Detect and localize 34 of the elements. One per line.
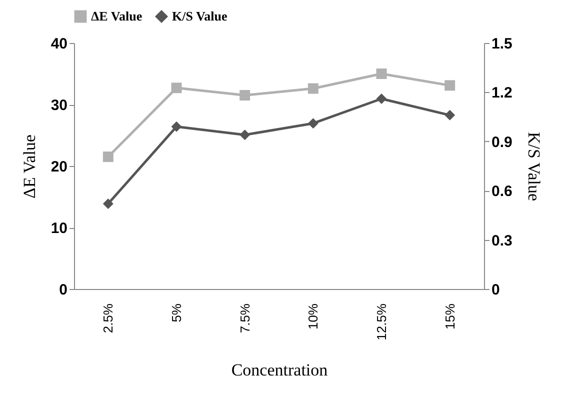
y-tick-label: 30 — [50, 97, 68, 114]
y-tick-label: 20 — [50, 158, 68, 176]
x-tick-label: 2.5% — [100, 303, 116, 334]
point — [444, 80, 456, 91]
y2-tick-label: 0 — [492, 282, 500, 298]
x-tick-label: 12.5% — [374, 303, 389, 340]
point — [376, 94, 387, 104]
y2-tick-label: 0.9 — [492, 134, 512, 151]
x-tick-label: 10% — [306, 303, 321, 330]
x-axis-title: Concentration — [231, 360, 328, 380]
point — [240, 90, 250, 101]
x-tick-label: 5% — [169, 303, 184, 322]
x-tick-label: 7.5% — [237, 303, 252, 334]
y2-tick-label: 1.2 — [492, 84, 512, 102]
point — [240, 130, 250, 140]
y-tick-label: 0 — [59, 282, 68, 298]
y2-tick-label: 0.3 — [492, 232, 512, 250]
legend-label: ΔE Value — [91, 8, 142, 24]
point — [102, 152, 114, 162]
point — [171, 82, 182, 94]
legend-label: K/S Value — [172, 8, 228, 24]
y2-axis-title: K/S Value — [524, 132, 544, 202]
y2-tick-label: 1.5 — [492, 36, 512, 52]
point — [308, 118, 318, 129]
y-tick-label: 10 — [50, 220, 68, 237]
point — [444, 110, 456, 120]
point — [171, 121, 182, 132]
x-tick-label: 15% — [442, 303, 458, 330]
y-axis-title: ΔE Value — [20, 134, 39, 198]
point — [376, 68, 387, 79]
point — [308, 83, 318, 94]
y-tick-label: 40 — [50, 36, 68, 52]
point — [102, 198, 114, 209]
y2-tick-label: 0.6 — [492, 183, 512, 200]
